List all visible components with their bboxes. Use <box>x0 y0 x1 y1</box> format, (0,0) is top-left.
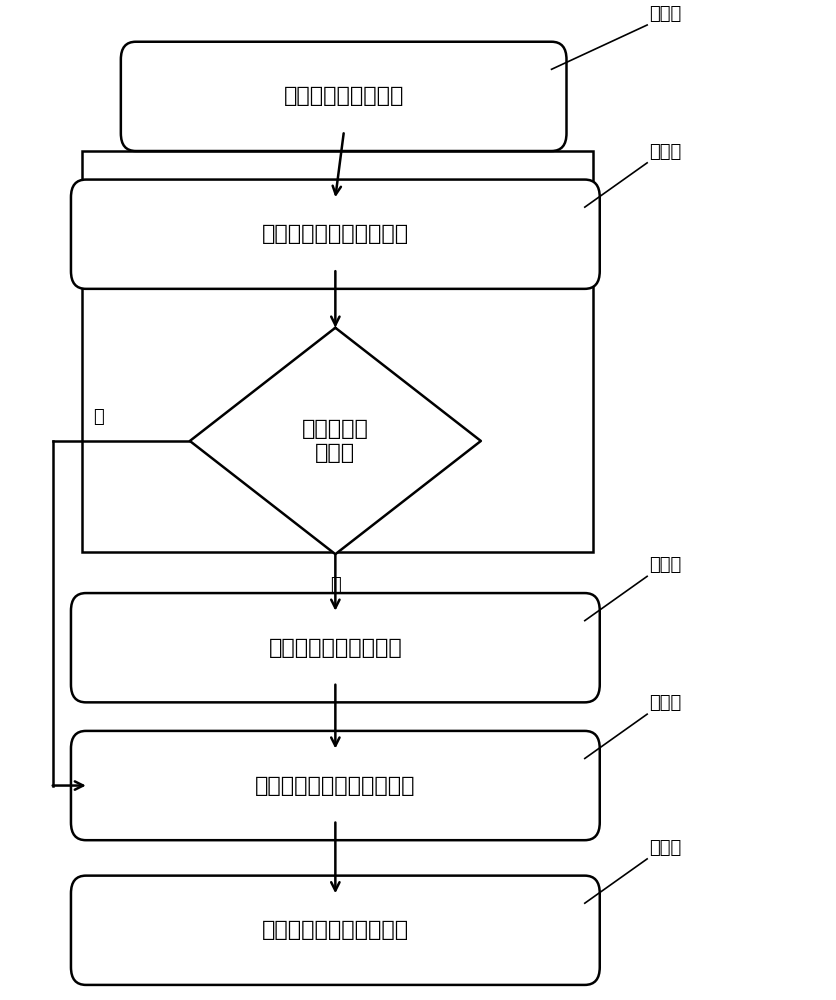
Bar <box>82 151 593 552</box>
Text: 空间载荷在轨热分析: 空间载荷在轨热分析 <box>283 86 404 106</box>
Text: 是: 是 <box>329 576 340 594</box>
FancyBboxPatch shape <box>71 180 599 289</box>
Text: 步骤一: 步骤一 <box>648 5 681 23</box>
Text: 空间载荷在轨扰动优化分析: 空间载荷在轨扰动优化分析 <box>255 776 415 796</box>
FancyBboxPatch shape <box>120 42 566 151</box>
Text: 步骤二: 步骤二 <box>648 143 681 161</box>
Text: 步骤三: 步骤三 <box>648 556 681 574</box>
Text: 是否发生热
致振动: 是否发生热 致振动 <box>302 419 369 463</box>
Text: 空间载荷在轨振动抑制: 空间载荷在轨振动抑制 <box>268 638 402 658</box>
Text: 否: 否 <box>93 408 104 426</box>
Text: 步骤五: 步骤五 <box>648 839 681 857</box>
Text: 步骤四: 步骤四 <box>648 694 681 712</box>
Text: 空间载荷在轨热响应分析: 空间载荷在轨热响应分析 <box>262 224 409 244</box>
Polygon shape <box>190 328 481 554</box>
Text: 空间载荷在轨光机热分析: 空间载荷在轨光机热分析 <box>262 920 409 940</box>
FancyBboxPatch shape <box>71 593 599 702</box>
FancyBboxPatch shape <box>71 876 599 985</box>
FancyBboxPatch shape <box>71 731 599 840</box>
